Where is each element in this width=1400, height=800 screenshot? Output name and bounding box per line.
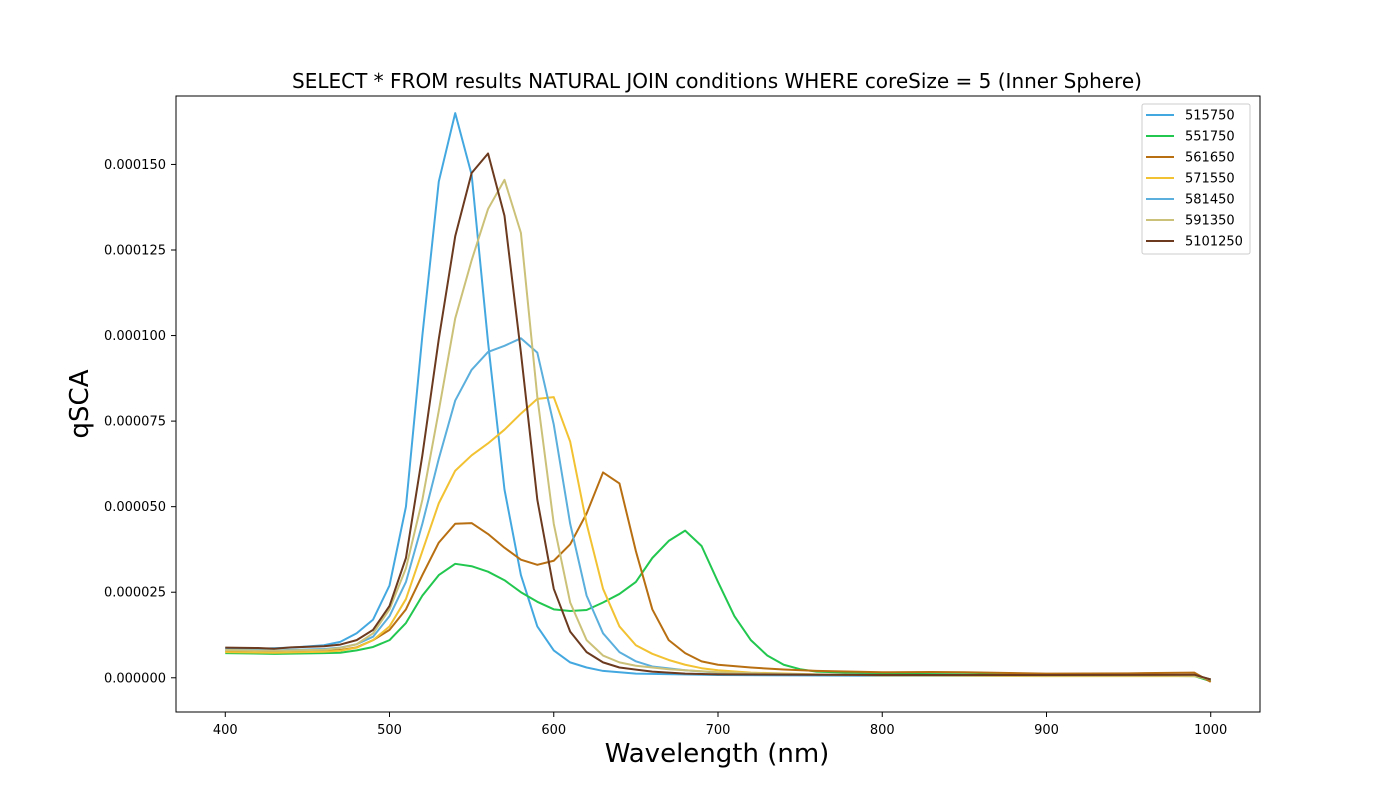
x-tick-label: 500 — [377, 723, 402, 738]
legend-label-551750: 551750 — [1185, 130, 1235, 145]
series-line-551750 — [225, 529, 1212, 683]
y-tick-label: 0.000100 — [104, 329, 166, 344]
legend-label-5101250: 5101250 — [1185, 235, 1243, 250]
y-tick-label: 0.000000 — [104, 671, 166, 686]
legend-label-591350: 591350 — [1185, 214, 1235, 229]
legend-label-581450: 581450 — [1185, 193, 1235, 208]
series-line-561650 — [225, 471, 1212, 683]
legend-label-571550: 571550 — [1185, 172, 1235, 187]
y-tick-label: 0.000050 — [104, 500, 166, 515]
series-line-5101250 — [225, 152, 1212, 681]
chart-title: SELECT * FROM results NATURAL JOIN condi… — [292, 69, 1142, 93]
x-tick-label: 800 — [870, 723, 895, 738]
series-line-571550 — [225, 396, 1211, 681]
series-line-591350 — [225, 178, 1211, 681]
x-tick-label: 600 — [541, 723, 566, 738]
x-tick-label: 900 — [1034, 723, 1059, 738]
x-tick-label: 1000 — [1194, 723, 1227, 738]
y-axis-label: qSCA — [65, 369, 95, 438]
y-tick-label: 0.000150 — [104, 158, 166, 173]
series-layer — [225, 112, 1212, 683]
y-tick-label: 0.000025 — [104, 586, 166, 601]
legend: 515750 551750 561650 571550 581450 591350 5101… — [1141, 103, 1251, 255]
legend-label-515750: 515750 — [1185, 109, 1235, 124]
plot-frame — [175, 95, 1261, 713]
y-tick-label: 0.000125 — [104, 244, 166, 259]
x-axis: 400 500 600 700 800 900 1000 — [213, 712, 1227, 738]
x-tick-label: 700 — [706, 723, 731, 738]
y-axis: 0.000000 0.000025 0.000050 0.000075 0.000100… — [104, 158, 176, 686]
legend-box — [1141, 103, 1251, 255]
y-tick-label: 0.000075 — [104, 415, 166, 430]
legend-label-561650: 561650 — [1185, 151, 1235, 166]
x-tick-label: 400 — [213, 723, 238, 738]
x-axis-label: Wavelength (nm) — [605, 739, 830, 769]
